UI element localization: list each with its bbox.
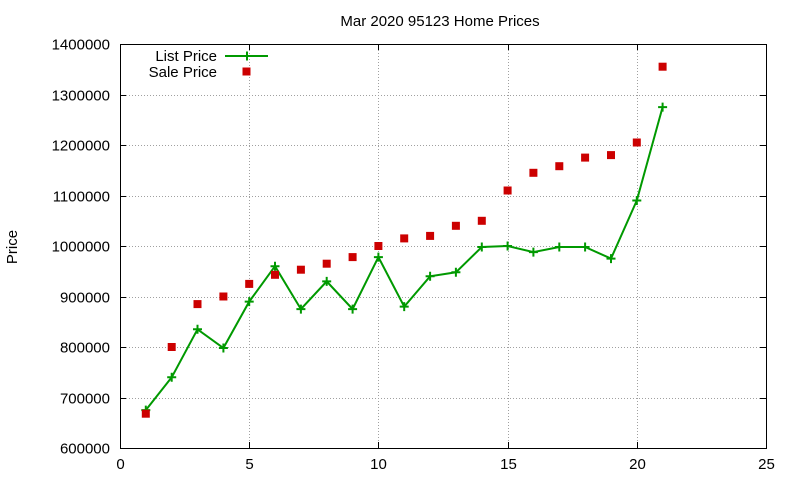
list-price-point [296, 304, 306, 314]
sale-price-point [658, 62, 667, 71]
list-price-point [580, 242, 590, 252]
list-price-point [167, 372, 177, 382]
sale-price-point [167, 343, 176, 351]
y-axis-label: Price [4, 230, 21, 264]
list-price-point [218, 343, 228, 353]
sale-price-point [503, 186, 512, 195]
legend-marker-sale-price [242, 67, 251, 76]
list-price-point [399, 302, 409, 312]
list-price-point [348, 304, 358, 314]
list-price-point [270, 261, 280, 271]
sale-price-point [555, 162, 564, 171]
sale-price-point [374, 242, 383, 250]
series-group [141, 62, 668, 418]
sale-price-point [632, 138, 641, 147]
list-price-point [658, 102, 668, 112]
list-price-point [606, 254, 616, 264]
list-price-point [503, 241, 513, 251]
list-price-point [632, 196, 642, 205]
list-price-point [193, 324, 202, 334]
sale-price-point [477, 216, 486, 225]
grid [120, 44, 766, 448]
x-tick-label: 5 [245, 456, 253, 473]
x-tick-label: 20 [629, 456, 646, 473]
list-price-point [554, 242, 564, 252]
x-tick-label: 25 [758, 456, 775, 473]
list-price-point [322, 276, 332, 286]
y-tick-label: 700000 [60, 391, 110, 408]
x-tick-label: 0 [116, 456, 124, 473]
sale-price-point [529, 168, 538, 177]
list-price-point [528, 247, 538, 257]
sale-price-point [451, 221, 460, 230]
chart-title: Mar 2020 95123 Home Prices [340, 13, 539, 30]
list-price-point [373, 252, 383, 262]
legend-label-sale-price: Sale Price [149, 64, 217, 81]
sale-price-point [141, 409, 150, 418]
y-tick-label: 1400000 [52, 37, 110, 54]
list-price-point [425, 271, 435, 281]
x-tick-label: 10 [370, 456, 387, 473]
legend-marker-list-price [242, 51, 252, 61]
legend: List Price Sale Price [149, 48, 268, 81]
y-tick-label: 900000 [60, 290, 110, 307]
y-tick-label: 800000 [60, 340, 110, 357]
sale-price-point [193, 300, 202, 309]
sale-price-point [348, 253, 357, 262]
sale-price-point [607, 151, 615, 160]
list-price-point [451, 267, 461, 277]
series-line-list-price [145, 106, 664, 411]
y-tick-label: 1300000 [52, 88, 110, 105]
list-price-point [244, 297, 254, 307]
sale-price-point [271, 270, 279, 279]
sale-price-point [245, 279, 254, 288]
y-tick-label: 1000000 [52, 239, 110, 256]
list-price-point [477, 242, 487, 252]
sale-price-point [296, 265, 305, 274]
legend-label-list-price: List Price [155, 48, 217, 65]
sale-price-point [322, 259, 331, 268]
sale-price-point [426, 231, 435, 240]
y-tick-label: 600000 [60, 441, 110, 458]
sale-price-point [581, 153, 590, 162]
y-tick-label: 1200000 [52, 138, 110, 155]
sale-price-point [400, 234, 409, 243]
y-tick-label: 1100000 [53, 189, 110, 206]
sale-price-point [219, 292, 228, 301]
x-tick-label: 15 [500, 456, 517, 473]
axis-ticks: 0 5 10 15 20 25 600000 700000 800000 900000 100000… [52, 37, 775, 474]
